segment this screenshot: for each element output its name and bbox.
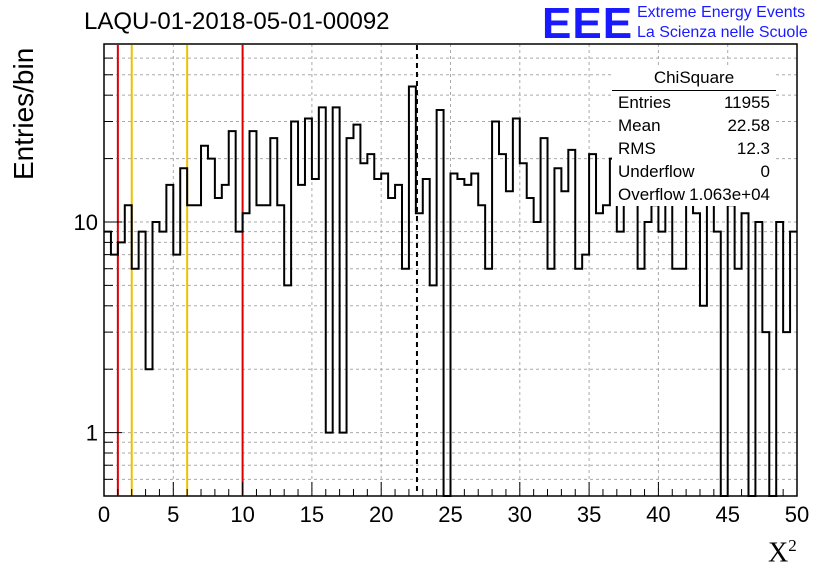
threshold-lines — [116, 45, 418, 495]
x-tick-label: 45 — [715, 502, 739, 527]
stats-box: ChiSquare Entries 11955 Mean 22.58 RMS 12.3… — [612, 66, 776, 206]
x-tick-label: 50 — [785, 502, 809, 527]
y-tick-label: 1 — [86, 421, 98, 446]
eee-logo: EEE — [542, 0, 634, 48]
histogram-line — [104, 85, 797, 497]
stats-row: RMS 12.3 — [618, 139, 770, 158]
chart-title: LAQU-01-2018-05-01-00092 — [84, 8, 390, 35]
stats-title: ChiSquare — [612, 66, 776, 91]
stats-row: Underflow 0 — [618, 162, 770, 181]
x-tick-label: 40 — [646, 502, 670, 527]
x-tick-label: 0 — [98, 502, 110, 527]
x-tick-label: 5 — [167, 502, 179, 527]
y-axis-label: Entries/bin — [8, 47, 39, 180]
x-tick-label: 20 — [369, 502, 393, 527]
y-tick-label: 10 — [74, 210, 98, 235]
x-tick-label: 15 — [300, 502, 324, 527]
x-tick-label: 25 — [438, 502, 462, 527]
x-axis-label: X2 — [768, 536, 797, 569]
logo-line-2: La Scienza nelle Scuole — [637, 24, 808, 41]
y-axis: 1 10 — [74, 57, 122, 480]
x-tick-label: 30 — [508, 502, 532, 527]
x-tick-label: 35 — [577, 502, 601, 527]
x-axis: 0 5 10 15 20 25 30 35 40 45 50 — [98, 482, 809, 527]
x-tick-label: 10 — [230, 502, 254, 527]
logo-line-1: Extreme Energy Events — [637, 4, 806, 21]
stats-row: Entries 11955 — [618, 93, 770, 112]
stats-row: Overflow 1.063e+04 — [618, 185, 770, 204]
stats-row: Mean 22.58 — [618, 116, 770, 135]
